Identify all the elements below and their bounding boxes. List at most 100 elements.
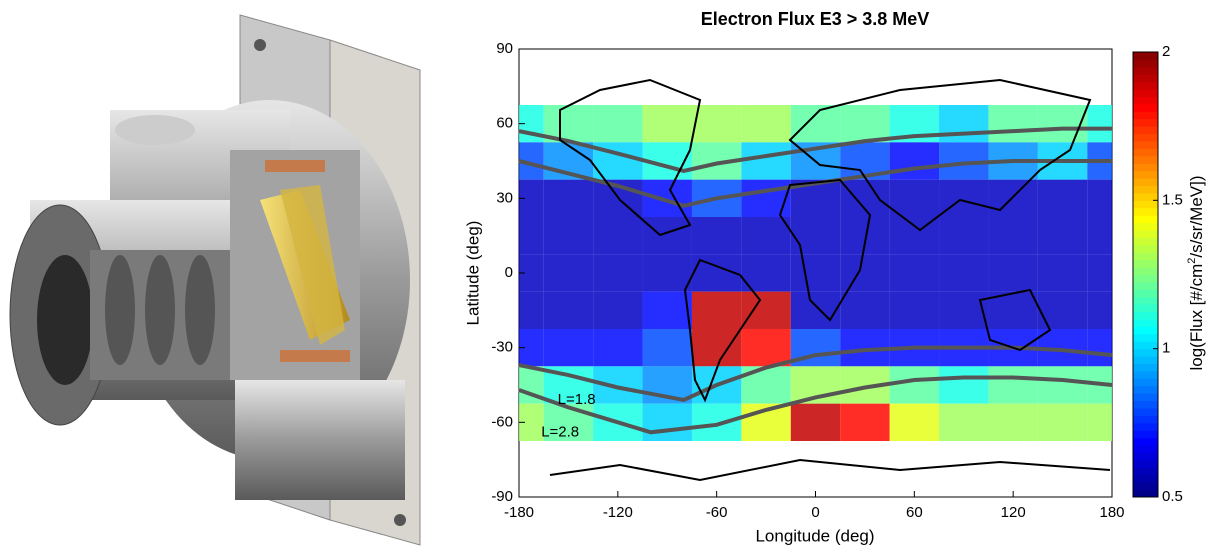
flux-cell — [988, 179, 1038, 217]
colorbar-label-part: 2 — [1186, 258, 1198, 264]
flux-cell — [840, 179, 890, 217]
flux-cell — [642, 105, 692, 143]
flux-cell — [741, 142, 791, 180]
colorbar-segment — [1133, 148, 1158, 157]
flux-cell — [790, 254, 841, 292]
colorbar-segment — [1133, 400, 1158, 409]
coastlines — [549, 78, 1111, 482]
flux-cell — [691, 291, 742, 329]
y-tick-label: 90 — [496, 40, 513, 57]
colorbar-frame — [1132, 51, 1159, 498]
flux-cell — [642, 403, 692, 441]
flux-cell — [889, 142, 940, 180]
colorbar-segment — [1133, 281, 1158, 290]
flux-cell — [988, 403, 1038, 441]
chart: Electron Flux E3 > 3.8 MeV Longitude (de… — [463, 9, 1206, 546]
colorbar-segment — [1133, 341, 1158, 350]
flux-cell — [1037, 254, 1088, 292]
colorbar-segment — [1133, 474, 1158, 483]
colorbar-segment — [1133, 200, 1158, 209]
flux-cell — [593, 105, 643, 143]
colorbar-segment — [1133, 111, 1158, 120]
colorbar-segment — [1133, 89, 1158, 97]
colorbar-segment — [1133, 126, 1158, 135]
colorbar-label-part: /s/sr/MeV]) — [1187, 175, 1206, 257]
x-tick-label: 120 — [1001, 504, 1026, 521]
colorbar-segment — [1133, 118, 1158, 127]
flux-cell — [519, 291, 544, 329]
flux-cell — [988, 217, 1038, 255]
colorbar-segment — [1133, 141, 1158, 149]
flux-cell — [1037, 291, 1088, 329]
flux-cell — [840, 254, 890, 292]
flux-cell — [593, 254, 643, 292]
colorbar-segment — [1133, 192, 1158, 201]
flux-cell — [741, 179, 791, 217]
y-tick-label: 0 — [505, 264, 513, 281]
colorbar-segment — [1133, 378, 1158, 387]
colorbar-segment — [1133, 422, 1158, 431]
colorbar-segment — [1133, 385, 1158, 394]
colorbar-segment — [1133, 274, 1158, 283]
colorbar-segment — [1133, 296, 1158, 305]
x-tick-label: 60 — [906, 504, 923, 521]
y-tick-label: -90 — [491, 488, 513, 505]
colorbar-segment — [1133, 311, 1158, 320]
colorbar-segment — [1133, 333, 1158, 342]
flux-cell — [741, 329, 791, 367]
x-tick-label: 180 — [1099, 504, 1124, 521]
flux-cell — [840, 217, 890, 255]
colorbar-segment — [1133, 482, 1158, 491]
x-tick-label: -180 — [504, 504, 534, 521]
colorbar-segment — [1133, 207, 1158, 216]
colorbar-segment — [1133, 370, 1158, 379]
flux-cell — [988, 105, 1038, 143]
colorbar-tick-label: 1 — [1162, 340, 1170, 357]
flux-cell — [691, 217, 742, 255]
colorbar-segment — [1133, 66, 1158, 75]
x-axis-label: Longitude (deg) — [755, 526, 874, 545]
y-tick-label: -60 — [491, 413, 513, 430]
colorbar-tick-label: 1.5 — [1162, 191, 1183, 208]
colorbar-segment — [1133, 415, 1158, 424]
flux-cell — [1087, 403, 1112, 441]
flux-cell — [691, 403, 742, 441]
data-layer — [518, 105, 1113, 441]
colorbar-segment — [1133, 348, 1158, 357]
colorbar-segment — [1133, 222, 1158, 231]
flux-cell — [1087, 254, 1112, 292]
colorbar-segment — [1133, 185, 1158, 194]
y-tick-label: -30 — [491, 339, 513, 356]
flux-cell — [543, 254, 594, 292]
flux-cell — [1087, 291, 1112, 329]
flux-cell — [790, 217, 841, 255]
y-axis-label: Latitude (deg) — [463, 221, 482, 326]
flux-cell — [790, 105, 841, 143]
flux-cell — [741, 105, 791, 143]
colorbar-segment — [1133, 393, 1158, 402]
flux-cell — [1037, 403, 1088, 441]
annotation: L=2.8 — [541, 423, 579, 440]
colorbar-label: log(Flux [#/cm2/s/sr/MeV]) — [1186, 175, 1207, 370]
flux-cell — [1037, 105, 1088, 143]
flux-cell — [889, 291, 940, 329]
colorbar-segment — [1133, 363, 1158, 372]
colorbar-segment — [1133, 459, 1158, 468]
flux-cell — [691, 329, 742, 367]
l-shell-line — [518, 375, 1113, 435]
flux-cell — [1037, 366, 1088, 404]
flux-cell — [939, 254, 989, 292]
colorbar-segment — [1133, 252, 1158, 261]
colorbar-segment — [1133, 96, 1158, 105]
colorbar-segment — [1133, 237, 1158, 246]
flux-cell — [1037, 217, 1088, 255]
flux-cell — [889, 217, 940, 255]
flux-cell — [642, 291, 692, 329]
flux-cell — [889, 254, 940, 292]
flux-cell — [691, 105, 742, 143]
flux-cell — [741, 291, 791, 329]
colorbar-segment — [1133, 178, 1158, 186]
flux-cell — [543, 291, 594, 329]
flux-cell — [889, 179, 940, 217]
flux-cell — [840, 105, 890, 143]
